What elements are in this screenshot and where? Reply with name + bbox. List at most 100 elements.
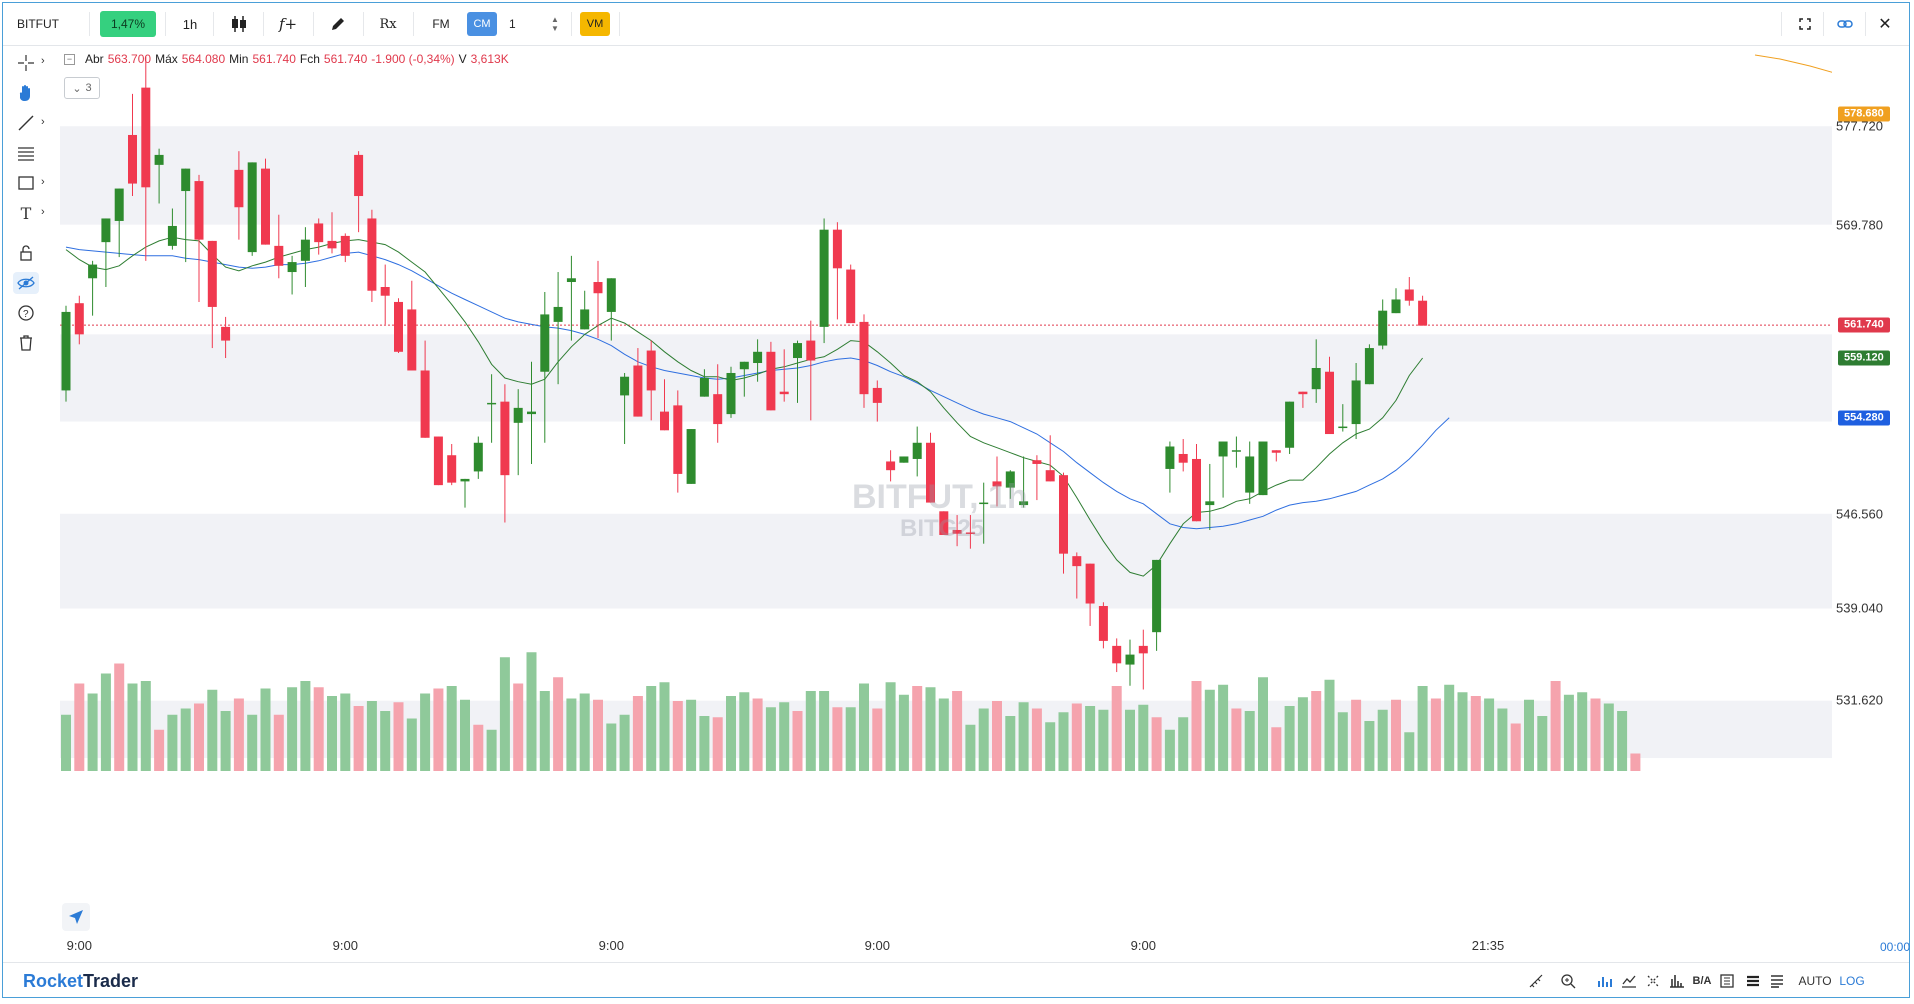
- symbol-selector[interactable]: BITFUT: [17, 17, 59, 31]
- volume-bar: [340, 693, 351, 771]
- cm-button[interactable]: CM: [467, 12, 497, 36]
- vm-button[interactable]: VM: [580, 12, 610, 36]
- chevron-right-icon[interactable]: ›: [41, 55, 45, 67]
- timeframe-button[interactable]: 1h: [182, 16, 198, 32]
- toolbar-divider: [619, 12, 620, 36]
- volume-bar: [1457, 692, 1468, 771]
- volume-bar: [1045, 722, 1056, 771]
- crosshair-icon[interactable]: [13, 52, 39, 74]
- price-chart[interactable]: [60, 46, 1832, 945]
- price-axis[interactable]: 577.720 569.780 546.560 539.040 531.620 578.6…: [1832, 46, 1910, 945]
- volume-bar: [539, 691, 550, 771]
- trash-icon[interactable]: [13, 332, 39, 354]
- indicator-count: 3: [85, 82, 92, 94]
- svg-text:?: ?: [23, 309, 29, 320]
- candle-type-button[interactable]: [223, 11, 255, 37]
- candle-body: [673, 405, 683, 474]
- ruler-icon[interactable]: [1525, 971, 1547, 991]
- chart-area[interactable]: [60, 46, 1832, 945]
- candle-body: [1178, 453, 1188, 463]
- candle-body: [1338, 426, 1348, 429]
- histogram-icon[interactable]: [1667, 971, 1687, 991]
- legend-close-label: Fch: [299, 52, 320, 66]
- volume-bar: [1377, 709, 1388, 771]
- price-flag: 559.120: [1838, 350, 1890, 366]
- drawing-tools-panel: › › › T › ?: [3, 46, 53, 956]
- legend-high-label: Máx: [155, 52, 178, 66]
- rx-button[interactable]: Rx: [379, 16, 397, 32]
- text-tool-icon[interactable]: T: [20, 203, 32, 223]
- volume-bar: [1085, 706, 1096, 771]
- chevron-up-icon[interactable]: ▲: [551, 15, 559, 24]
- drawing-button[interactable]: [321, 11, 355, 37]
- ohlc-legend: − Abr 563.700 Máx 564.080 Min 561.740 Fc…: [64, 52, 509, 66]
- toolbar-divider: [1823, 12, 1824, 36]
- grid-dots-icon[interactable]: [1643, 971, 1663, 991]
- quantity-input[interactable]: 1: [509, 17, 516, 31]
- volume-bar: [433, 688, 444, 771]
- zoom-icon[interactable]: [1557, 971, 1579, 991]
- quantity-stepper[interactable]: ▲ ▼: [547, 11, 563, 37]
- candle-body: [1112, 645, 1122, 664]
- price-flag: 554.280: [1838, 410, 1890, 426]
- price-tick-label: 577.720: [1836, 118, 1883, 134]
- chevron-right-icon[interactable]: ›: [41, 116, 45, 128]
- close-icon[interactable]: ✕: [1878, 16, 1892, 33]
- volume-bar: [327, 696, 337, 771]
- log-scale-button[interactable]: LOG: [1839, 974, 1865, 988]
- toolbar-divider: [571, 12, 572, 36]
- volume-bar: [1018, 702, 1029, 771]
- candle-body: [460, 478, 470, 482]
- volume-bar: [1271, 727, 1282, 771]
- fm-button[interactable]: FM: [432, 17, 450, 31]
- volume-bar: [180, 708, 191, 771]
- candle-body: [713, 394, 723, 425]
- hide-eye-icon[interactable]: [13, 272, 39, 294]
- time-axis[interactable]: 9:00 9:00 9:00 9:00 9:00 21:35: [60, 938, 1832, 960]
- candle-body: [1391, 299, 1401, 314]
- link-icon[interactable]: [1833, 11, 1857, 37]
- line-chart-icon[interactable]: [1619, 971, 1639, 991]
- indicators-collapse-button[interactable]: ⌄ 3: [64, 77, 100, 99]
- lock-icon[interactable]: [13, 242, 39, 264]
- volume-bar: [593, 699, 603, 771]
- navigate-arrow-button[interactable]: [62, 903, 90, 931]
- list-icon[interactable]: [1767, 971, 1787, 991]
- volume-bars-icon[interactable]: [1595, 971, 1615, 991]
- bid-ask-button[interactable]: B/A: [1692, 975, 1712, 987]
- volume-bar: [100, 673, 111, 771]
- horizontal-lines-icon[interactable]: [13, 142, 39, 164]
- volume-bar: [1164, 729, 1175, 771]
- candle-body: [194, 181, 204, 240]
- chevron-down-icon[interactable]: ▼: [551, 24, 559, 33]
- candle-body: [859, 321, 869, 395]
- candle-body: [407, 309, 417, 371]
- volume-bar: [1364, 721, 1375, 771]
- top-toolbar: BITFUT 1,47% 1h f+ Rx FM CM 1 ▲: [3, 3, 1909, 46]
- candle-body: [580, 309, 590, 330]
- candle-body: [247, 162, 257, 253]
- volume-bar: [1417, 686, 1428, 771]
- candle-body: [1085, 563, 1095, 604]
- order-book-icon[interactable]: [1717, 971, 1737, 991]
- rectangle-icon[interactable]: [13, 172, 39, 194]
- help-icon[interactable]: ?: [13, 302, 39, 324]
- expand-icon[interactable]: [1793, 11, 1817, 37]
- chevron-right-icon[interactable]: ›: [41, 176, 45, 188]
- stack-icon[interactable]: [1743, 971, 1763, 991]
- price-tick-label: 569.780: [1836, 217, 1883, 233]
- volume-bar: [287, 687, 298, 771]
- candle-body: [380, 286, 390, 296]
- volume-bar: [925, 687, 936, 771]
- toolbar-divider: [363, 12, 364, 36]
- legend-collapse-icon[interactable]: −: [64, 53, 75, 65]
- chevron-right-icon[interactable]: ›: [41, 206, 45, 218]
- trend-line-icon[interactable]: [13, 112, 39, 134]
- hand-pan-icon[interactable]: [13, 82, 39, 104]
- auto-scale-button[interactable]: AUTO: [1798, 974, 1832, 988]
- volume-bar: [765, 707, 776, 771]
- indicators-button[interactable]: f+: [278, 15, 298, 33]
- volume-bar: [353, 706, 364, 771]
- volume-bar: [566, 698, 577, 771]
- candle-body: [832, 229, 842, 269]
